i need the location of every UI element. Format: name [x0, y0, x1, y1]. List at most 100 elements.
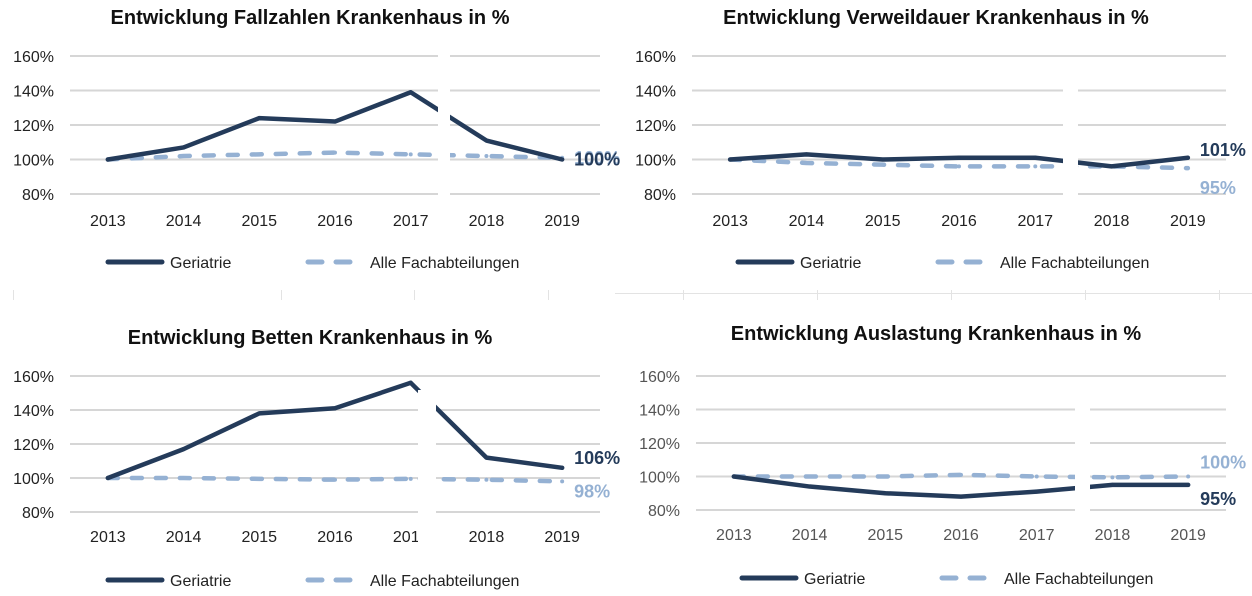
x-tick-label: 2013: [716, 527, 752, 544]
series-line-geriatrie: [731, 474, 1191, 499]
y-tick-label: 100%: [13, 153, 54, 170]
point-geriatrie-2018: [1109, 164, 1114, 169]
point-alle-2016: [333, 477, 337, 482]
point-alle-2019: [1185, 166, 1190, 171]
point-geriatrie-2019: [1186, 482, 1191, 487]
point-alle-2018: [1110, 475, 1115, 480]
x-tick-label: 2016: [317, 529, 353, 546]
point-alle-2016: [957, 164, 961, 169]
data-label-alle-fachabteilungen: 100%: [1200, 453, 1246, 473]
y-tick-label: 80%: [22, 505, 54, 522]
y-tick-label: 80%: [648, 503, 680, 520]
y-tick-label: 80%: [22, 187, 54, 204]
x-tick-label: 2014: [789, 213, 825, 230]
x-tick-label: 2019: [544, 529, 580, 546]
overlay-gap: [1075, 400, 1090, 550]
point-geriatrie-2013: [731, 474, 736, 479]
data-label-geriatrie: 106%: [574, 448, 620, 468]
chart-auslastung[interactable]: Entwicklung Auslastung Krankenhaus in % 1…: [620, 300, 1252, 596]
x-tick-label: 2016: [317, 213, 353, 230]
y-tick-label: 100%: [635, 153, 676, 170]
point-alle-2015: [880, 162, 885, 167]
point-geriatrie-2017: [408, 90, 413, 95]
sheet-gridline: [13, 290, 14, 300]
point-geriatrie-2018: [1110, 482, 1115, 487]
y-tick-label: 160%: [639, 369, 680, 386]
chart-verweildauer[interactable]: Entwicklung Verweildauer Krankenhaus in …: [620, 0, 1252, 290]
y-tick-label: 120%: [13, 118, 54, 135]
data-label-alle-fachabteilungen: 95%: [1200, 178, 1236, 198]
y-tick-label: 100%: [639, 470, 680, 487]
point-geriatrie-2014: [804, 152, 809, 157]
y-tick-label: 140%: [13, 84, 54, 101]
point-alle-2014: [807, 474, 812, 479]
point-geriatrie-2015: [257, 411, 262, 416]
chart-svg: Entwicklung Auslastung Krankenhaus in % 1…: [639, 323, 1246, 588]
sheet-gridline: [817, 290, 818, 300]
sheet-gridline: [281, 290, 282, 300]
x-tick-label: 2015: [865, 213, 901, 230]
x-tick-label: 2014: [792, 527, 828, 544]
x-tick-label: 2013: [712, 213, 748, 230]
chart-title: Entwicklung Fallzahlen Krankenhaus in %: [111, 7, 510, 29]
point-geriatrie-2015: [880, 157, 885, 162]
y-tick-label: 140%: [13, 403, 54, 420]
x-tick-label: 2019: [1170, 527, 1206, 544]
point-geriatrie-2016: [959, 494, 963, 499]
overlay-gap: [418, 390, 436, 560]
legend: Geriatrie Alle Fachabteilungen: [105, 255, 519, 272]
legend-label-geriatrie: Geriatrie: [170, 573, 231, 590]
legend-label-alle-fachabteilungen: Alle Fachabteilungen: [1004, 571, 1153, 588]
legend-label-alle-fachabteilungen: Alle Fachabteilungen: [370, 255, 519, 272]
y-tick-label: 120%: [639, 436, 680, 453]
data-label-alle-fachabteilungen: 98%: [574, 481, 610, 501]
point-alle-2017: [1034, 474, 1039, 479]
point-geriatrie-2015: [883, 491, 888, 496]
point-alle-2015: [883, 474, 888, 479]
point-geriatrie-2017: [1034, 489, 1039, 494]
point-geriatrie-2019: [560, 157, 565, 162]
series-line-geriatrie: [105, 380, 565, 481]
x-tick-label: 2019: [1170, 213, 1206, 230]
legend-label-geriatrie: Geriatrie: [170, 255, 231, 272]
chart-svg: Entwicklung Fallzahlen Krankenhaus in % 1…: [13, 7, 620, 272]
point-alle-2018: [484, 477, 489, 482]
x-tick-label: 2013: [90, 529, 126, 546]
y-tick-label: 80%: [644, 187, 676, 204]
sheet-gridline: [1219, 290, 1220, 300]
overlay-gap: [1063, 80, 1078, 230]
x-tick-label: 2018: [469, 213, 505, 230]
point-geriatrie-2015: [257, 116, 262, 121]
chart-fallzahlen[interactable]: Entwicklung Fallzahlen Krankenhaus in % 1…: [0, 0, 620, 290]
point-geriatrie-2018: [484, 138, 489, 143]
chart-title: Entwicklung Auslastung Krankenhaus in %: [731, 323, 1142, 345]
y-tick-label: 140%: [635, 84, 676, 101]
point-geriatrie-2014: [181, 145, 186, 150]
x-tick-label: 2017: [1019, 527, 1055, 544]
point-alle-2019: [1186, 474, 1191, 479]
legend-label-alle-fachabteilungen: Alle Fachabteilungen: [1000, 255, 1149, 272]
point-geriatrie-2019: [560, 465, 565, 470]
point-geriatrie-2019: [1185, 155, 1190, 160]
y-tick-label: 160%: [635, 49, 676, 66]
point-alle-2014: [181, 476, 186, 480]
point-alle-2017: [1033, 164, 1038, 169]
chart-betten[interactable]: Entwicklung Betten Krankenhaus in % 160% 1…: [0, 300, 620, 596]
x-tick-label: 2014: [166, 213, 202, 230]
point-geriatrie-2017: [1033, 155, 1038, 160]
point-geriatrie-2014: [807, 484, 812, 489]
data-label-alle-fachabteilungen: 100%: [574, 148, 620, 168]
point-alle-2016: [959, 472, 963, 477]
chart-title: Entwicklung Betten Krankenhaus in %: [128, 327, 493, 349]
data-label-geriatrie: 95%: [1200, 489, 1236, 509]
y-tick-label: 160%: [13, 49, 54, 66]
point-geriatrie-2018: [484, 455, 489, 460]
y-tick-label: 100%: [13, 471, 54, 488]
point-alle-2014: [181, 154, 186, 159]
point-alle-2019: [560, 479, 565, 484]
point-geriatrie-2014: [181, 447, 186, 452]
x-tick-label: 2019: [544, 213, 580, 230]
chart-svg: Entwicklung Betten Krankenhaus in % 160% 1…: [13, 327, 620, 590]
x-tick-label: 2016: [943, 527, 979, 544]
y-tick-label: 120%: [635, 118, 676, 135]
